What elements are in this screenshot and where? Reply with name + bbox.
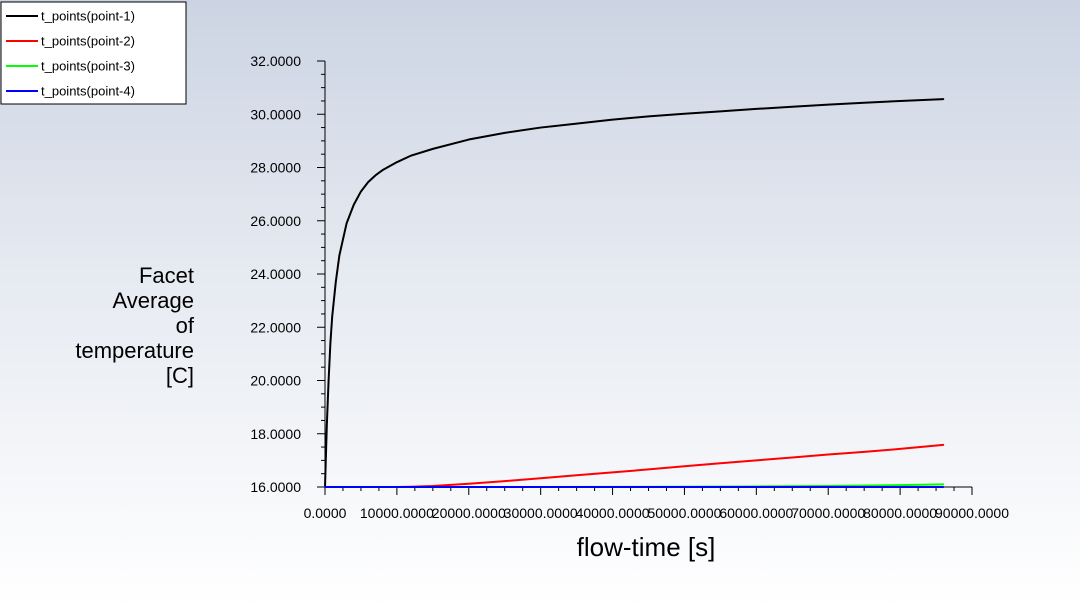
- x-tick-label: 50000.0000: [647, 505, 721, 521]
- legend-entry: t_points(point-1): [41, 9, 135, 24]
- y-tick-label: 28.0000: [250, 160, 301, 176]
- legend-entry: t_points(point-4): [41, 84, 135, 99]
- x-tick-label: 0.0000: [304, 505, 347, 521]
- axes: 16.0000 18.0000 20.0000 22.0000 24.0000 26.00…: [250, 53, 1009, 521]
- legend-entry: t_points(point-3): [41, 59, 135, 74]
- y-tick-label: 20.0000: [250, 373, 301, 389]
- y-axis-title-line: Average: [112, 288, 194, 313]
- y-tick-label: 26.0000: [250, 213, 301, 229]
- y-tick-label: 18.0000: [250, 426, 301, 442]
- series-line-point-2: [324, 443, 945, 488]
- y-axis-title-line: temperature: [75, 338, 194, 363]
- y-tick-label: 30.0000: [250, 106, 301, 122]
- x-tick-label: 90000.0000: [935, 505, 1009, 521]
- legend-box: [0, 1, 187, 105]
- legend: t_points(point-1) t_points(point-2) t_poin…: [0, 1, 187, 105]
- y-axis-title-line: of: [176, 313, 195, 338]
- y-tick-label: 32.0000: [250, 53, 301, 69]
- y-axis-title-line: Facet: [139, 263, 194, 288]
- legend-entry: t_points(point-2): [41, 34, 135, 49]
- x-axis-title: flow-time [s]: [577, 532, 716, 562]
- y-axis-title-line: [C]: [166, 363, 194, 388]
- x-tick-label: 20000.0000: [432, 505, 506, 521]
- x-tick-label: 30000.0000: [504, 505, 578, 521]
- y-tick-label: 16.0000: [250, 479, 301, 495]
- x-tick-label: 40000.0000: [576, 505, 650, 521]
- plot-lines: [324, 98, 945, 488]
- y-tick-label: 24.0000: [250, 266, 301, 282]
- x-tick-label: 70000.0000: [791, 505, 865, 521]
- y-tick-label: 22.0000: [250, 319, 301, 335]
- x-tick-label: 10000.0000: [360, 505, 434, 521]
- series-line-point-1: [324, 98, 945, 488]
- x-tick-label: 60000.0000: [719, 505, 793, 521]
- x-tick-label: 80000.0000: [863, 505, 937, 521]
